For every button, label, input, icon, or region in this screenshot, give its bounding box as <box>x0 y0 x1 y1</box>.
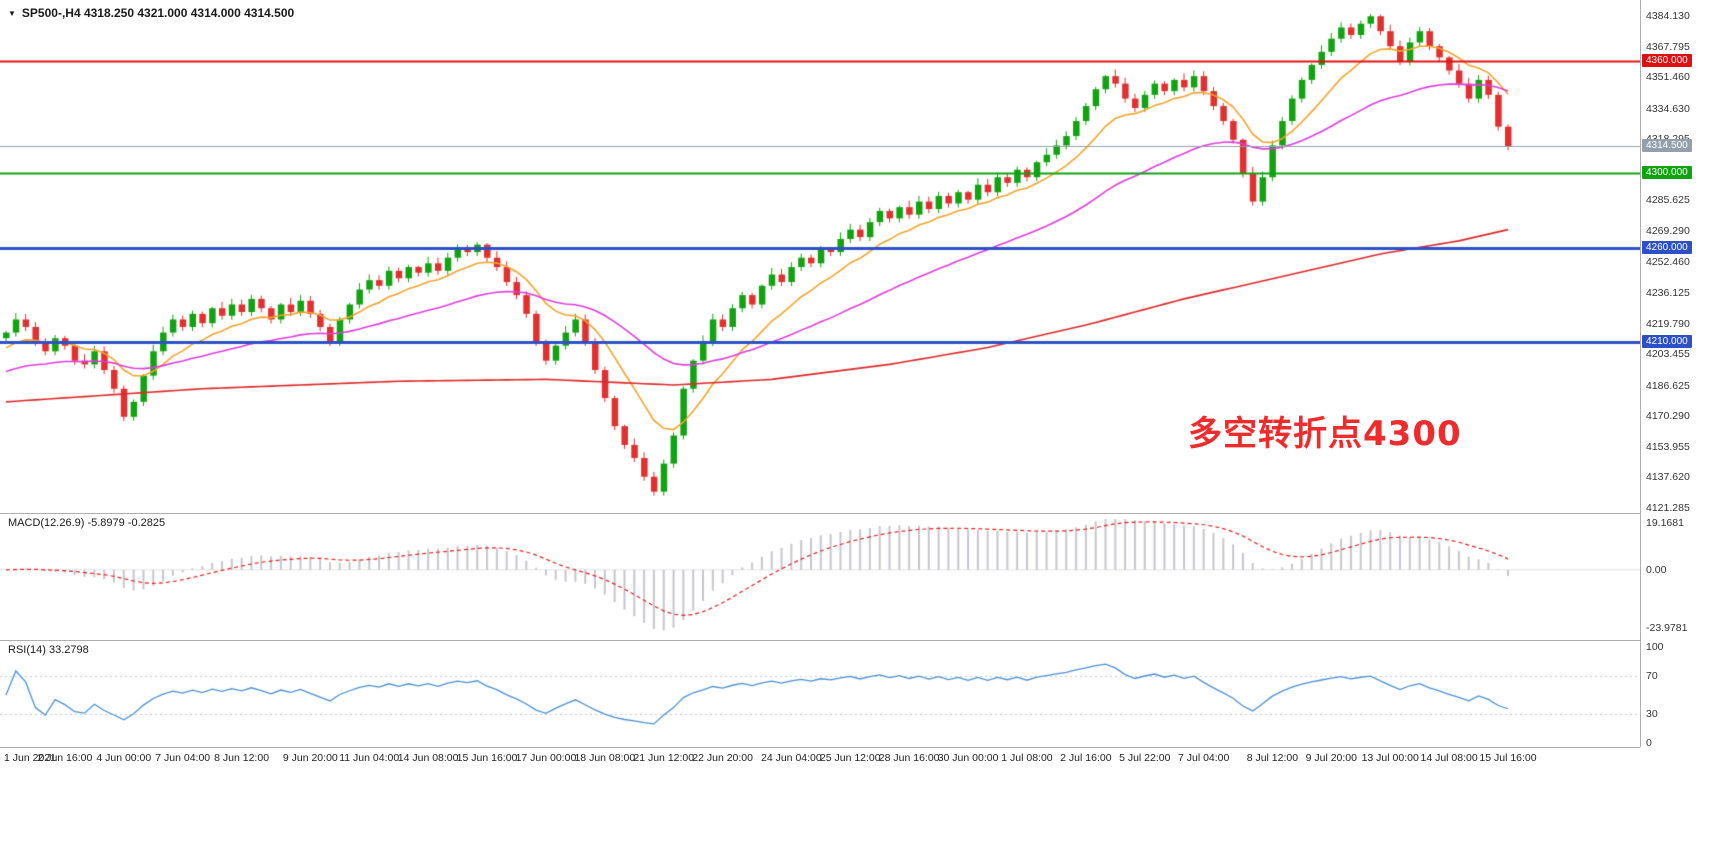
time-axis-tick: 30 Jun 00:00 <box>937 752 999 764</box>
panel-separator[interactable] <box>0 747 1640 748</box>
rsi-axis-tick: 70 <box>1646 669 1658 682</box>
time-axis-tick: 21 Jun 12:00 <box>633 752 695 764</box>
price-axis-tick: 4186.625 <box>1646 379 1690 392</box>
time-axis-tick: 9 Jul 20:00 <box>1305 752 1357 764</box>
price-chart-canvas[interactable] <box>0 0 1640 513</box>
time-axis-tick: 15 Jun 16:00 <box>456 752 518 764</box>
price-axis-tick: 4285.625 <box>1646 194 1690 207</box>
macd-indicator-canvas[interactable] <box>0 513 1640 640</box>
time-axis-tick: 17 Jun 00:00 <box>515 752 577 764</box>
rsi-axis-tick: 30 <box>1646 708 1658 721</box>
price-axis-tick: 4219.790 <box>1646 317 1690 330</box>
macd-axis-tick: 19.1681 <box>1646 517 1684 530</box>
rsi-axis-tick: 0 <box>1646 737 1652 749</box>
price-axis-tick: 4170.290 <box>1646 410 1690 423</box>
panel-separator[interactable] <box>0 513 1640 514</box>
price-axis-tick: 4269.290 <box>1646 224 1690 237</box>
price-axis-tick: 4121.285 <box>1646 502 1690 514</box>
time-axis-tick: 18 Jun 08:00 <box>574 752 636 764</box>
price-level-badge: 4314.500 <box>1642 139 1692 153</box>
price-level-badge: 4300.000 <box>1642 166 1692 180</box>
price-axis-tick: 4351.460 <box>1646 71 1690 84</box>
time-axis[interactable] <box>0 748 1640 772</box>
price-axis-tick: 4137.620 <box>1646 471 1690 484</box>
time-axis-tick: 14 Jun 08:00 <box>397 752 459 764</box>
macd-axis-tick: 0.00 <box>1646 563 1667 576</box>
rsi-indicator-canvas[interactable] <box>0 640 1640 747</box>
time-axis-tick: 9 Jun 20:00 <box>282 752 338 764</box>
time-axis-tick: 14 Jul 08:00 <box>1420 752 1478 764</box>
time-axis-tick: 15 Jul 16:00 <box>1479 752 1537 764</box>
time-axis-tick: 1 Jun 2021 <box>4 752 56 764</box>
annotation-text: 多空转折点4300 <box>1188 414 1462 454</box>
price-axis-tick: 4384.130 <box>1646 10 1690 22</box>
price-axis-tick: 4367.795 <box>1646 40 1690 53</box>
price-level-badge: 4260.000 <box>1642 241 1692 255</box>
time-axis-tick: 8 Jun 12:00 <box>214 752 270 764</box>
rsi-axis-tick: 100 <box>1646 641 1664 653</box>
time-axis-tick: 2 Jul 16:00 <box>1060 752 1112 764</box>
time-axis-tick: 7 Jun 04:00 <box>155 752 211 764</box>
time-axis-tick: 11 Jun 04:00 <box>339 752 400 764</box>
price-axis-tick: 4153.955 <box>1646 440 1690 453</box>
time-axis-tick: 4 Jun 00:00 <box>96 752 152 764</box>
macd-axis-tick: -23.9781 <box>1646 621 1688 634</box>
time-axis-tick: 24 Jun 04:00 <box>761 752 822 764</box>
time-axis-tick: 8 Jul 12:00 <box>1246 752 1299 764</box>
time-axis-tick: 1 Jul 08:00 <box>1001 752 1053 764</box>
rsi-label: RSI(14) 33.2798 <box>8 644 89 656</box>
time-axis-tick: 28 Jun 16:00 <box>878 752 940 764</box>
price-axis-tick: 4334.630 <box>1646 102 1690 115</box>
time-axis-tick: 25 Jun 12:00 <box>819 752 881 764</box>
chevron-down-icon[interactable]: ▼ <box>8 8 16 18</box>
macd-label: MACD(12.26.9) -5.8979 -0.2825 <box>8 517 166 529</box>
axis-separator <box>1640 0 1641 747</box>
symbol-ohlc-text: SP500-,H4 4318.250 4321.000 4314.000 431… <box>21 6 295 20</box>
time-axis-tick: 7 Jul 04:00 <box>1177 752 1230 764</box>
panel-separator[interactable] <box>0 640 1640 641</box>
price-level-badge: 4360.000 <box>1642 54 1692 68</box>
price-axis[interactable] <box>1641 0 1722 747</box>
price-axis-tick: 4236.125 <box>1646 287 1690 300</box>
price-axis-tick: 4252.460 <box>1646 256 1690 269</box>
price-axis-tick: 4203.455 <box>1646 348 1690 361</box>
price-level-badge: 4210.000 <box>1642 334 1692 348</box>
time-axis-tick: 22 Jun 20:00 <box>692 752 753 764</box>
time-axis-tick: 5 Jul 22:00 <box>1119 752 1171 764</box>
time-axis-tick: 2 Jun 16:00 <box>37 752 93 764</box>
symbol-info: ▼ SP500-,H4 4318.250 4321.000 4314.000 4… <box>8 6 294 20</box>
time-axis-tick: 13 Jul 00:00 <box>1361 752 1419 764</box>
